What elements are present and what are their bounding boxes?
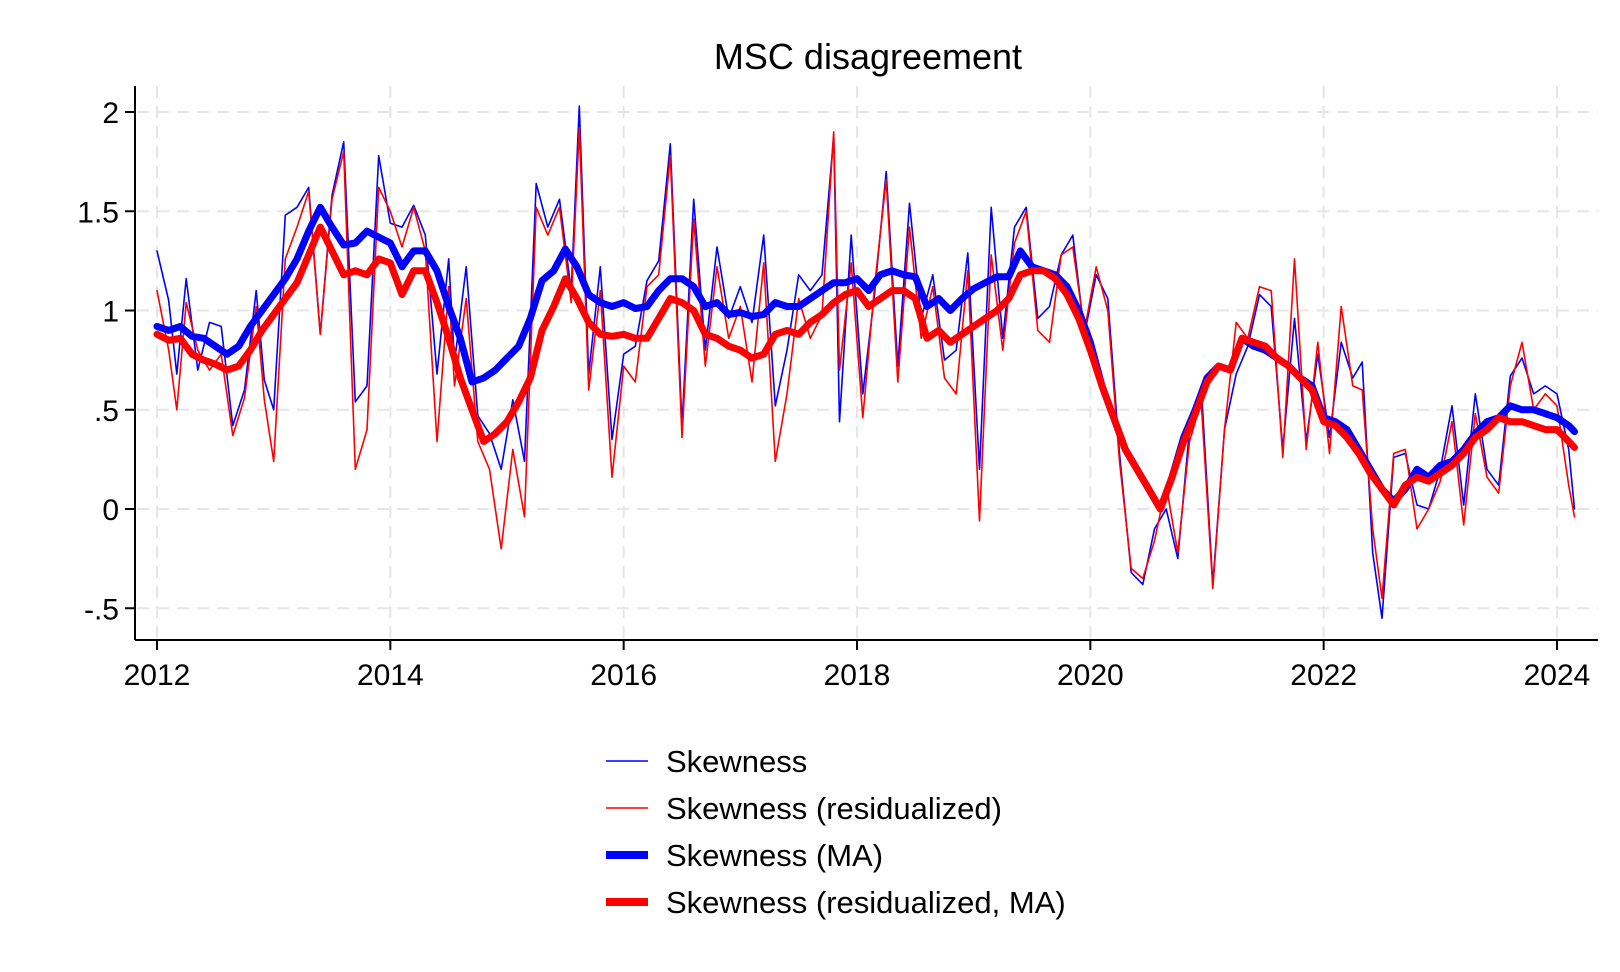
axes xyxy=(134,86,1598,641)
legend-label-1: Skewness xyxy=(666,744,807,779)
y-tick-label: 2 xyxy=(102,97,119,130)
x-tick-label: 2012 xyxy=(124,659,191,692)
series-line-4 xyxy=(153,223,1578,513)
x-tick-label: 2014 xyxy=(357,659,424,692)
y-tick-label: -.5 xyxy=(84,593,119,626)
series-lines xyxy=(153,105,1578,620)
legend-label-4: Skewness (residualized, MA) xyxy=(666,885,1066,920)
x-tick-label: 2018 xyxy=(824,659,891,692)
x-tick-label: 2022 xyxy=(1290,659,1357,692)
gridlines xyxy=(137,86,1598,638)
series-line-1 xyxy=(156,105,1576,620)
legend-label-3: Skewness (MA) xyxy=(666,838,883,873)
y-tick-label: 1.5 xyxy=(77,196,119,229)
x-tick-label: 2016 xyxy=(590,659,657,692)
series-line-3 xyxy=(153,203,1578,513)
chart-title: MSC disagreement xyxy=(714,36,1022,77)
series-line-2 xyxy=(156,127,1576,600)
x-tick-label: 2024 xyxy=(1524,659,1591,692)
y-tick-label: 1 xyxy=(102,296,119,329)
y-tick-label: .5 xyxy=(94,395,119,428)
legend-label-2: Skewness (residualized) xyxy=(666,791,1002,826)
x-tick-label: 2020 xyxy=(1057,659,1124,692)
y-tick-label: 0 xyxy=(102,494,119,527)
legend: Skewness Skewness (residualized) Skewness … xyxy=(606,744,1066,920)
